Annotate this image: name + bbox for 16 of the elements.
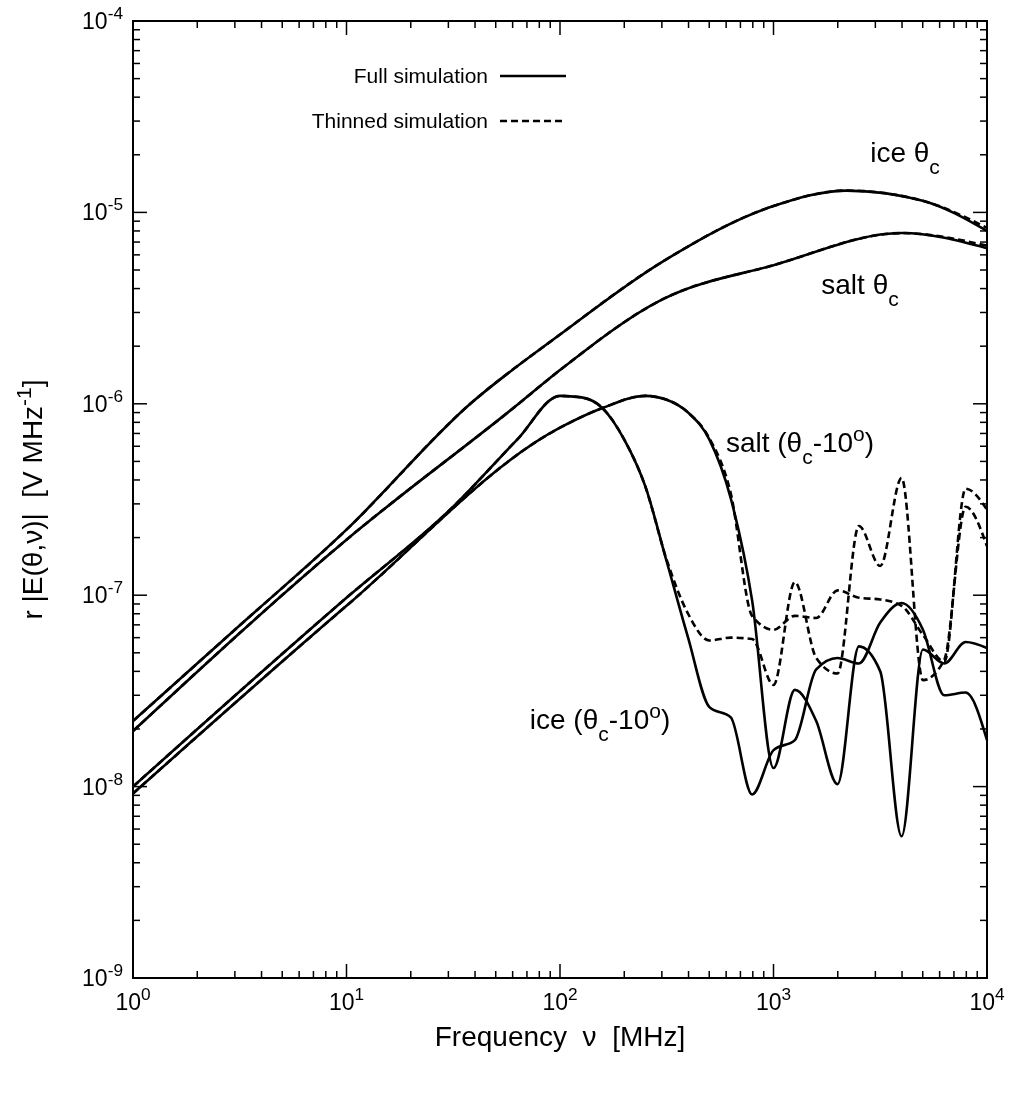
x-axis-title: Frequency ν [MHz] xyxy=(434,1021,686,1052)
x-tick-label: 10$^{4}$ xyxy=(969,984,1005,1015)
y-tick-label: 10$^{-6}$ xyxy=(82,385,123,417)
x-tick-label: 10$^{1}$ xyxy=(328,984,365,1015)
annotation: salt (θ$_{c}$-10$^{o}$) xyxy=(725,421,875,468)
y-tick-label: 10$^{-5}$ xyxy=(82,194,123,226)
legend-label: Thinned simulation xyxy=(311,109,488,132)
legend-label: Full simulation xyxy=(353,64,488,87)
x-tick-label: 10$^{2}$ xyxy=(542,984,578,1015)
x-tick-label: 10$^{3}$ xyxy=(755,984,792,1015)
y-tick-label: 10$^{-8}$ xyxy=(82,768,123,800)
y-tick-label: 10$^{-4}$ xyxy=(82,3,124,34)
annotation: ice θ$_{c}$ xyxy=(870,136,940,178)
annotation: ice (θ$_{c}$-10$^{o}$) xyxy=(529,698,671,745)
y-tick-label: 10$^{-7}$ xyxy=(82,577,123,609)
annotation: salt θ$_{c}$ xyxy=(821,268,899,310)
